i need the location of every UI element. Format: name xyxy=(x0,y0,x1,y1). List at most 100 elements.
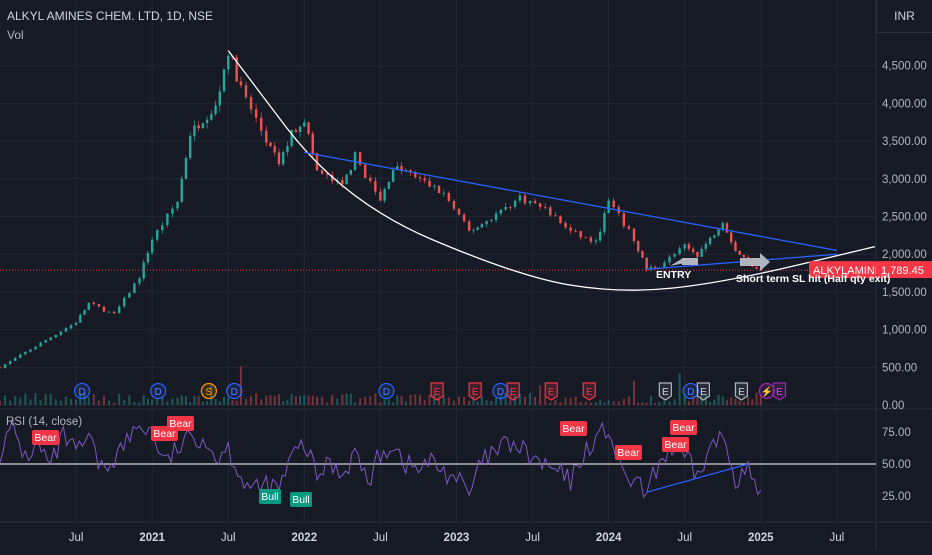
volume-bar xyxy=(419,394,422,405)
candle-body xyxy=(696,251,699,257)
candle-body xyxy=(538,203,542,208)
rsi-tick-label: 75.00 xyxy=(882,427,911,439)
candle-body xyxy=(273,146,276,153)
symbol-title[interactable]: ALKYL AMINES CHEM. LTD, 1D, NSE xyxy=(7,9,214,23)
earnings-event-icon[interactable] xyxy=(582,382,596,401)
symbol-tag-label: ALKYLAMINE xyxy=(813,265,882,277)
resistance-trendline[interactable] xyxy=(304,151,837,252)
volume-bar xyxy=(603,402,606,405)
volume-bar xyxy=(637,402,640,405)
signal-label: Bear xyxy=(617,447,640,459)
candle-body xyxy=(442,192,445,194)
candle-body xyxy=(184,157,188,179)
volume-bar xyxy=(79,394,82,405)
dividend-event-icon[interactable] xyxy=(150,382,167,400)
dividend-event-icon[interactable] xyxy=(226,382,243,400)
volume-bar xyxy=(151,399,154,405)
volume-bar xyxy=(721,396,724,405)
dividend-event-icon[interactable] xyxy=(378,382,395,400)
currency-button[interactable]: INR xyxy=(876,0,932,33)
volume-bar xyxy=(210,383,213,405)
volume-bar xyxy=(303,394,306,405)
volume-bar xyxy=(227,397,230,405)
event-letter: D xyxy=(687,387,694,398)
candle-body xyxy=(649,266,653,270)
earnings-event-icon[interactable] xyxy=(468,382,482,401)
cup-curve-drawing[interactable] xyxy=(227,50,876,291)
chart-drawings[interactable] xyxy=(0,50,876,291)
candle-body xyxy=(513,200,517,208)
volume-bar xyxy=(0,400,1,405)
candle-body xyxy=(400,165,403,171)
volume-bar xyxy=(683,393,686,405)
earnings-event-icon[interactable] xyxy=(696,382,710,401)
time-tick-label: Jul xyxy=(525,532,540,544)
volume-bar xyxy=(734,398,737,405)
volume-bar xyxy=(354,402,357,405)
candle-body xyxy=(414,172,417,178)
candle-body xyxy=(490,219,493,222)
event-letter: D xyxy=(497,387,504,398)
volume-indicator-label[interactable]: Vol xyxy=(7,28,24,42)
volume-bar xyxy=(654,402,657,405)
candle-body xyxy=(358,152,362,165)
earnings-event-icon[interactable] xyxy=(506,382,520,401)
price-scale[interactable]: 0.00 500.00 1,000.00 1,500.00 2,000.00 2,500.… xyxy=(809,61,932,503)
candle-body xyxy=(612,200,615,208)
dividend-event-icon[interactable] xyxy=(73,382,91,400)
price-tick-label: 4,000.00 xyxy=(882,98,927,110)
flash-event-icon[interactable] xyxy=(758,382,775,400)
candle-body xyxy=(383,189,386,201)
rsi-trendline xyxy=(646,463,749,493)
volume-bar xyxy=(311,395,314,405)
volume-bar xyxy=(49,393,52,405)
candle-body xyxy=(235,57,238,82)
rsi-tick-label: 50.00 xyxy=(882,459,911,471)
dividend-event-icon[interactable] xyxy=(492,382,509,400)
time-scale[interactable]: Jul 2021 Jul 2022 Jul 2023 Jul 2024 Jul 2025 Jul xyxy=(69,532,845,544)
candle-body xyxy=(298,126,302,133)
candle-body xyxy=(349,169,353,175)
candle-body xyxy=(632,228,636,242)
volume-bar xyxy=(569,398,572,405)
candle-body xyxy=(574,230,577,232)
earnings-event-icon[interactable] xyxy=(544,382,558,401)
stop-loss-arrow[interactable] xyxy=(740,253,770,271)
candle-body xyxy=(128,293,131,298)
candle-body xyxy=(34,346,37,350)
earnings-event-icon[interactable] xyxy=(734,382,749,401)
event-letter: D xyxy=(383,387,390,398)
candle-body xyxy=(584,237,588,239)
entry-arrow[interactable] xyxy=(670,258,700,266)
volume-bar xyxy=(755,392,758,405)
volume-bar xyxy=(514,395,517,405)
volume-bar xyxy=(108,400,111,405)
volume-bar xyxy=(383,399,386,405)
time-tick-label: 2024 xyxy=(596,532,622,544)
candle-body xyxy=(146,253,150,263)
volume-bar xyxy=(447,397,450,405)
split-event-icon[interactable] xyxy=(200,382,217,400)
signal-label: Bear xyxy=(672,422,695,434)
candle-body xyxy=(205,119,209,124)
candle-body xyxy=(142,262,145,279)
event-letter: E xyxy=(472,387,479,398)
volume-bar xyxy=(87,397,90,405)
volume-bars xyxy=(0,366,762,405)
candle-body xyxy=(197,125,200,129)
earnings-event-icon[interactable] xyxy=(658,382,672,401)
volume-bar xyxy=(70,399,73,405)
candle-body xyxy=(713,235,716,238)
volume-bar xyxy=(485,400,488,405)
volume-bar xyxy=(622,398,625,405)
dividend-event-icon[interactable] xyxy=(682,382,699,400)
candle-body xyxy=(418,177,422,179)
events-row[interactable]: D D S D D E E D E E E E D E E ⚡ E xyxy=(73,382,787,401)
event-letter: D xyxy=(155,387,162,398)
future-earnings-icon[interactable] xyxy=(772,382,787,401)
candle-body xyxy=(673,253,676,257)
earnings-event-icon[interactable] xyxy=(430,382,444,401)
rsi-indicator-label[interactable]: RSI (14, close) xyxy=(6,416,83,428)
